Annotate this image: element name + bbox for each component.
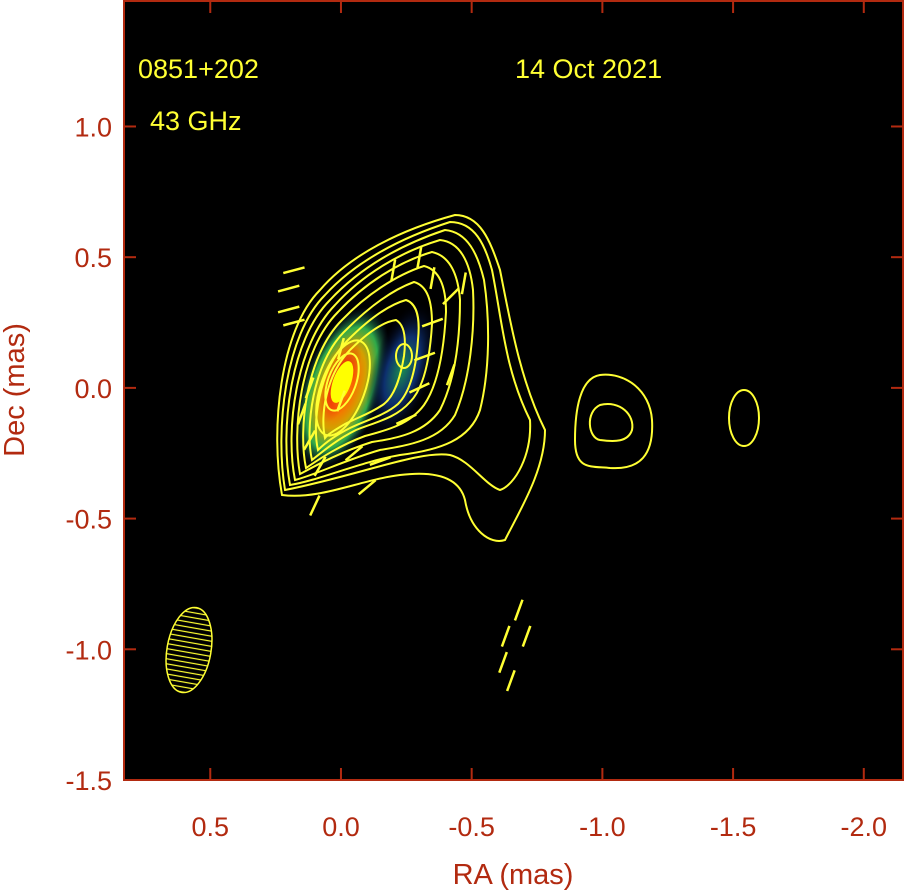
evpa-stick [336,390,346,412]
frequency-label: 43 GHz [150,106,242,136]
y-tick-label: 1.0 [74,112,112,142]
x-tick-label: -1.5 [710,812,757,842]
restoring-beam [165,606,213,694]
evpa-stick [282,266,305,275]
observation-date: 14 Oct 2021 [515,54,662,84]
evpa-stick [429,267,436,290]
contour-feature-2 [728,389,760,447]
contour-4 [290,238,475,482]
evpa-stick [304,377,315,399]
x-tick-label: -0.5 [448,812,495,842]
evpa-stick [309,495,321,517]
y-tick-label: -1.0 [65,635,112,665]
contour-2 [280,220,532,492]
evpa-stick [521,625,532,647]
contour-feature-1-outer [573,373,654,470]
evpa-stick [357,479,377,496]
evpa-stick [369,456,391,467]
contour-6 [302,264,448,470]
contour-feature-1-inner [588,403,634,442]
contour-outer [276,213,547,542]
x-axis-title: RA (mas) [453,859,574,891]
x-tick-label: 0.5 [191,812,229,842]
y-tick-label: 0.0 [74,374,112,404]
y-tick-label: 0.5 [74,243,112,273]
evpa-stick [390,259,397,282]
evpa-stick [303,430,317,451]
evpa-stick [513,599,524,621]
contour-7 [308,280,434,462]
evpa-stick [277,284,300,293]
contour-core-1 [315,339,371,437]
source-name: 0851+202 [138,54,259,84]
evpa-stick [445,364,456,386]
evpa-stick [336,337,346,360]
evpa-stick [296,403,307,425]
contour-5 [296,250,462,476]
evpa-stick [395,413,417,426]
evpa-stick [498,651,508,674]
y-tick-label: -0.5 [65,505,112,535]
evpa-stick [313,456,327,477]
evpa-stick [505,669,516,692]
x-tick-label: -2.0 [841,812,888,842]
axes: 0.5 0.0 -0.5 -1.0 -1.5 -2.0 1.0 0.5 0.0 -0.5 -1.0 -… [65,1,903,842]
evpa-stick [500,625,511,647]
evpa-stick [416,246,423,269]
evpa-stick [442,287,460,306]
evpa-stick [408,382,430,394]
evpa-sticks [277,246,532,692]
evpa-stick [344,445,364,462]
evpa-stick [282,318,305,327]
evpa-stick [277,305,300,314]
contour-knot [395,343,413,369]
intensity-contours [276,213,760,542]
x-tick-label: -1.0 [579,812,626,842]
contour-core-2 [324,352,360,412]
plot-area [125,2,902,779]
y-tick-label: -1.5 [65,766,112,796]
evpa-stick [460,272,467,295]
evpa-stick [413,351,436,362]
plot-frame [123,0,904,781]
contour-3 [285,228,490,487]
evpa-stick [421,317,444,328]
x-tick-label: 0.0 [322,812,360,842]
y-axis-title: Dec (mas) [0,323,31,457]
